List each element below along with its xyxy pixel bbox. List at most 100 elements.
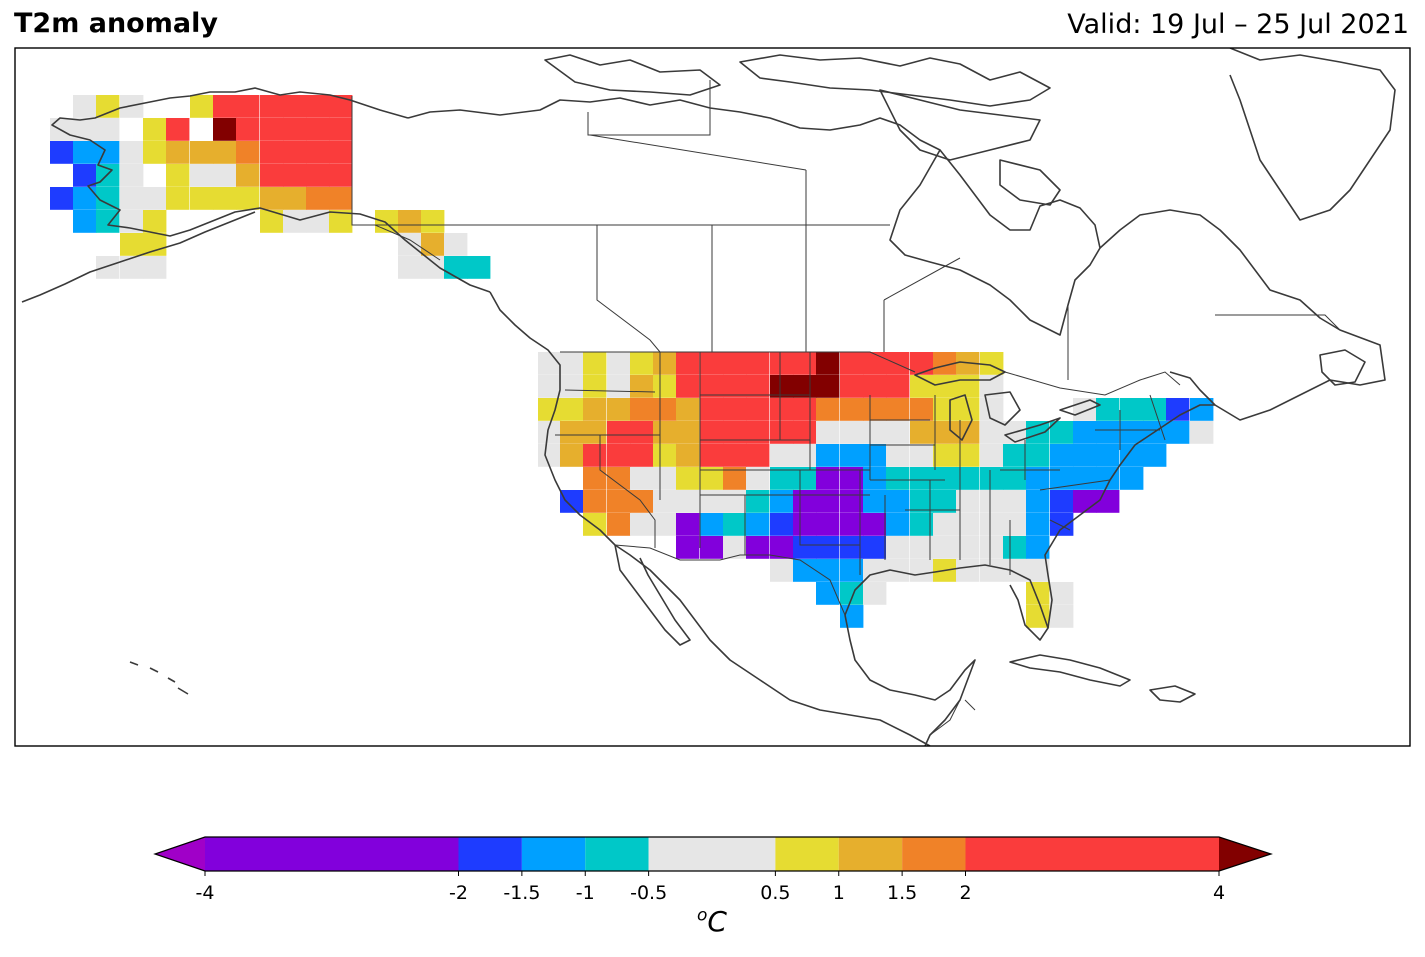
anomaly-cell [607,490,631,513]
anomaly-cell [73,95,97,118]
anomaly-cell [746,490,770,513]
anomaly-cell [676,375,700,398]
anomaly-cell [538,352,562,375]
anomaly-cell [1050,490,1074,513]
anomaly-cell [444,256,468,279]
anomaly-cell [1096,398,1120,421]
colorbar-tick-label: -1.5 [503,882,541,904]
anomaly-cell [746,421,770,444]
anomaly-cell [306,210,330,233]
anomaly-cell [329,95,353,118]
anomaly-cell [863,582,887,605]
anomaly-cell [73,164,97,187]
anomaly-cell [933,513,957,536]
anomaly-cell [840,375,864,398]
anomaly-cell [236,95,260,118]
colorbar-segment [585,837,649,871]
anomaly-cell [1003,559,1027,582]
anomaly-cell [863,421,887,444]
anomaly-cell [213,187,237,210]
anomaly-cell [933,444,957,467]
anomaly-cell [723,513,747,536]
anomaly-cell [50,187,74,210]
anomaly-cell [236,118,260,141]
colorbar-segment [205,837,459,871]
anomaly-cell [723,398,747,421]
anomaly-cell [1026,559,1050,582]
colorbar-segment [521,837,586,871]
anomaly-cell [607,421,631,444]
anomaly-cell [770,536,794,559]
anomaly-cell [96,256,120,279]
anomaly-cell [793,444,817,467]
anomaly-cell [746,536,770,559]
anomaly-cell [746,398,770,421]
anomaly-cell [283,95,307,118]
anomaly-cell [630,375,654,398]
mexico-gulf-coast [844,614,976,746]
anomaly-cell [1073,444,1097,467]
anomaly-cell [583,444,607,467]
anomaly-cell [956,490,980,513]
anomaly-cell [120,141,144,164]
anomaly-cell [770,352,794,375]
anomaly-cell [676,513,700,536]
anomaly-cell [653,375,677,398]
anomaly-cell [1096,444,1120,467]
anomaly-cell [73,187,97,210]
anomaly-cell [723,375,747,398]
anomaly-cell [583,490,607,513]
anomaly-cell [630,444,654,467]
anomaly-cell [1120,398,1144,421]
anomaly-cell [143,256,167,279]
anomaly-cell [723,444,747,467]
mexico-state-borders [929,699,976,736]
anomaly-grid-cells [50,95,1214,628]
anomaly-cell [1073,467,1097,490]
anomaly-cell [886,398,910,421]
anomaly-cell [956,559,980,582]
anomaly-cell [260,164,284,187]
anomaly-cell [96,210,120,233]
anomaly-cell [886,352,910,375]
anomaly-cell [583,467,607,490]
anomaly-cell [1026,444,1050,467]
anomaly-cell [816,398,840,421]
anomaly-cell [980,352,1004,375]
anomaly-cell [956,421,980,444]
anomaly-cell [583,421,607,444]
anomaly-cell [73,141,97,164]
colorbar-segment [775,837,839,871]
anomaly-cell [143,210,167,233]
canada-north-coast [407,97,941,151]
anomaly-cell [700,490,724,513]
anomaly-cell [956,444,980,467]
anomaly-cell [630,467,654,490]
anomaly-cell [770,467,794,490]
anomaly-cell [421,233,445,256]
valid-period: Valid: 19 Jul – 25 Jul 2021 [1067,9,1409,40]
anomaly-cell [73,210,97,233]
anomaly-cell [1050,444,1074,467]
anomaly-cell [283,187,307,210]
alaska-canada-border [351,96,890,261]
anomaly-cell [398,256,422,279]
anomaly-cell [676,421,700,444]
anomaly-cell [700,421,724,444]
anomaly-cell [1096,467,1120,490]
anomaly-cell [190,164,214,187]
anomaly-cell [1166,421,1190,444]
anomaly-cell [1026,605,1050,628]
anomaly-cell [607,352,631,375]
anomaly-cell [840,444,864,467]
anomaly-cell [980,559,1004,582]
anomaly-cell [816,513,840,536]
us-mexico-border [614,544,846,616]
anomaly-cell [886,444,910,467]
anomaly-cell [910,490,934,513]
anomaly-cell [1190,421,1214,444]
anomaly-cell [933,398,957,421]
anomaly-cell [260,187,284,210]
anomaly-cell [329,118,353,141]
anomaly-cell [143,187,167,210]
